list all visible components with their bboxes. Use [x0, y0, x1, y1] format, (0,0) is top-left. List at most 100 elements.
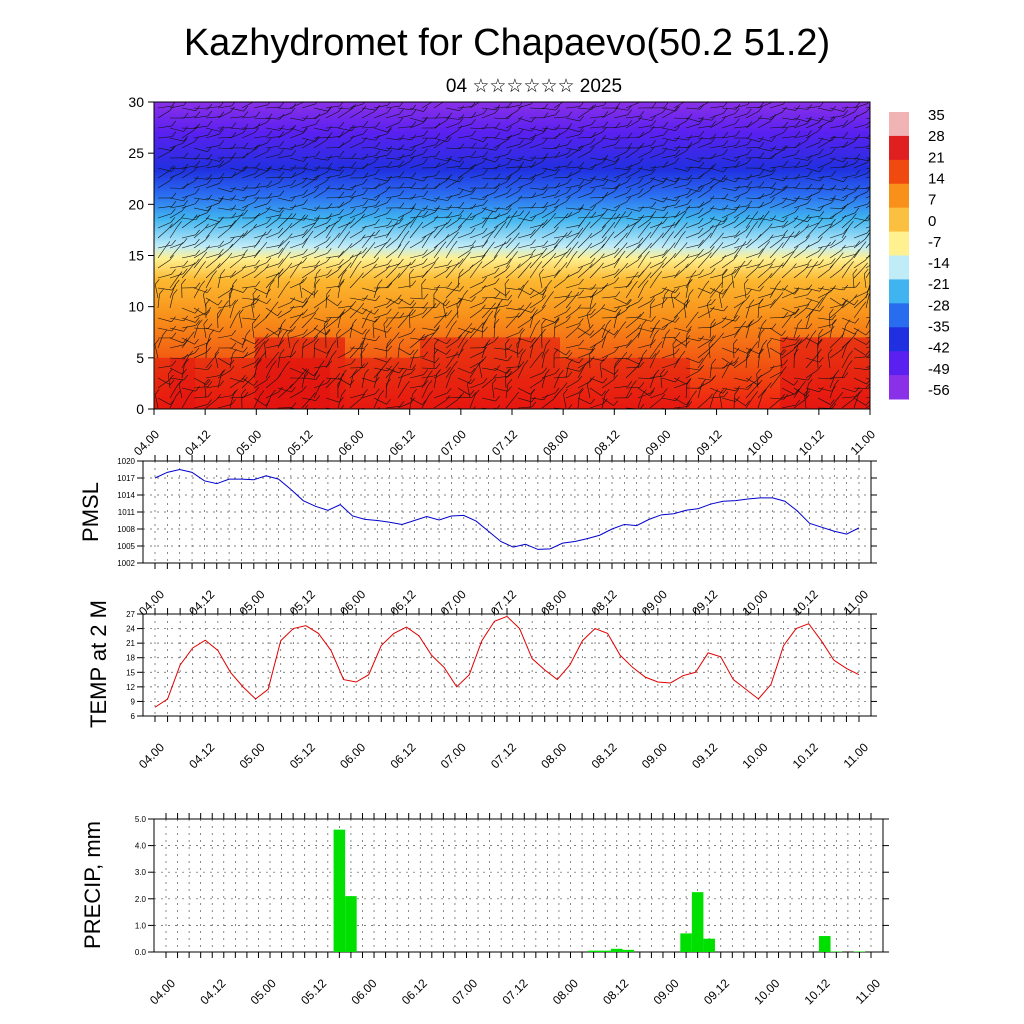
wind-barb — [829, 374, 836, 389]
wind-barb — [277, 218, 289, 229]
wind-barb-feather — [433, 288, 439, 295]
wind-barb — [505, 121, 519, 129]
wind-barb-feather — [852, 253, 857, 259]
wind-barb — [743, 284, 747, 299]
wind-barb — [589, 162, 604, 169]
wind-barb — [193, 197, 208, 201]
wind-barb — [781, 307, 796, 314]
wind-barb — [577, 226, 587, 239]
wind-barb-feather — [445, 135, 451, 141]
wind-barb-feather — [266, 257, 272, 263]
wind-barb-feather — [579, 318, 584, 324]
wind-barb-feather — [219, 370, 225, 376]
wind-barb — [409, 374, 424, 379]
wind-barb — [661, 162, 676, 169]
wind-barb — [613, 192, 628, 199]
wind-barb-feather — [831, 170, 837, 177]
wind-barb — [625, 115, 640, 119]
wind-barb-feather — [313, 265, 318, 271]
wind-barb-feather — [767, 382, 772, 388]
wind-barb — [541, 203, 556, 209]
wind-barb-feather — [453, 360, 458, 367]
wind-barb — [529, 212, 544, 219]
wind-barb — [841, 297, 855, 306]
wind-barb-feather — [347, 262, 352, 268]
wind-barb — [852, 274, 855, 289]
wind-barb-feather — [171, 166, 176, 172]
wind-barb — [385, 367, 400, 374]
wind-barb — [529, 127, 544, 132]
wind-barb — [565, 367, 580, 372]
wind-barb — [865, 264, 870, 269]
wind-barb-feather — [360, 363, 365, 369]
wind-barb — [217, 257, 229, 269]
wind-barb — [757, 137, 772, 142]
wind-barb — [709, 396, 724, 399]
wind-barb-feather — [364, 369, 369, 375]
wind-barb-feather — [399, 312, 405, 318]
wind-barb-feather — [399, 401, 405, 407]
wind-barb-feather — [387, 365, 392, 372]
wind-barb — [181, 364, 185, 379]
height-tick-label: 30 — [128, 94, 144, 110]
wind-barb — [469, 113, 484, 119]
wind-barb — [265, 252, 280, 259]
wind-barb — [637, 301, 651, 309]
wind-barb — [829, 257, 840, 269]
wind-barb — [301, 340, 315, 349]
wind-barb — [577, 287, 592, 290]
wind-barb-feather — [694, 311, 699, 317]
wind-barb — [793, 117, 808, 122]
wind-barb — [565, 237, 576, 249]
wind-barb — [205, 183, 220, 189]
wind-barb-feather — [567, 352, 573, 358]
wind-barb — [241, 219, 254, 229]
wind-barb — [517, 182, 532, 189]
wind-barb-feather — [434, 96, 438, 101]
wind-barb-feather — [872, 310, 876, 315]
wind-barb-feather — [507, 204, 513, 210]
wind-barb-feather — [240, 254, 246, 260]
wind-barb-feather — [771, 258, 776, 264]
wind-barb-feather — [662, 217, 668, 224]
wind-barb-feather — [342, 369, 347, 375]
wind-barb — [289, 157, 304, 162]
wind-barb — [660, 374, 663, 389]
wind-barb-feather — [710, 246, 715, 252]
wind-barb — [313, 327, 327, 336]
wind-barb — [457, 345, 464, 359]
wind-barb-feather — [699, 156, 704, 163]
wind-barb — [481, 259, 494, 269]
wind-barb-feather — [855, 386, 860, 393]
wind-barb-feather — [325, 135, 331, 141]
wind-barb — [349, 255, 358, 269]
wind-barb — [203, 324, 207, 339]
wind-barb — [493, 304, 508, 309]
wind-barb — [517, 287, 531, 296]
wind-barb-feather — [723, 131, 729, 138]
wind-barb — [373, 104, 388, 109]
wind-barb-feather — [553, 244, 558, 251]
wind-barb — [205, 385, 220, 389]
wind-barb — [433, 197, 448, 201]
wind-barb-feather — [675, 332, 681, 338]
wind-barb — [649, 166, 664, 169]
wind-barb-feather — [350, 217, 356, 223]
wind-barb — [865, 226, 870, 229]
wind-barb-feather — [422, 308, 428, 314]
wind-barb-feather — [566, 247, 572, 253]
wind-barb-feather — [687, 401, 693, 407]
precip-bar — [703, 938, 715, 952]
wind-barb-feather — [173, 289, 178, 295]
wind-barb-feather — [747, 181, 753, 187]
wind-barb — [325, 397, 340, 403]
wind-barb-feather — [255, 314, 261, 320]
wind-barb-feather — [804, 304, 810, 310]
wind-barb — [385, 297, 399, 305]
wind-barb — [757, 147, 772, 152]
wind-barb-feather — [781, 330, 786, 336]
wind-barb — [625, 301, 639, 309]
wind-barb — [505, 347, 519, 354]
wind-barb — [481, 407, 491, 409]
wind-barb-feather — [253, 145, 258, 151]
